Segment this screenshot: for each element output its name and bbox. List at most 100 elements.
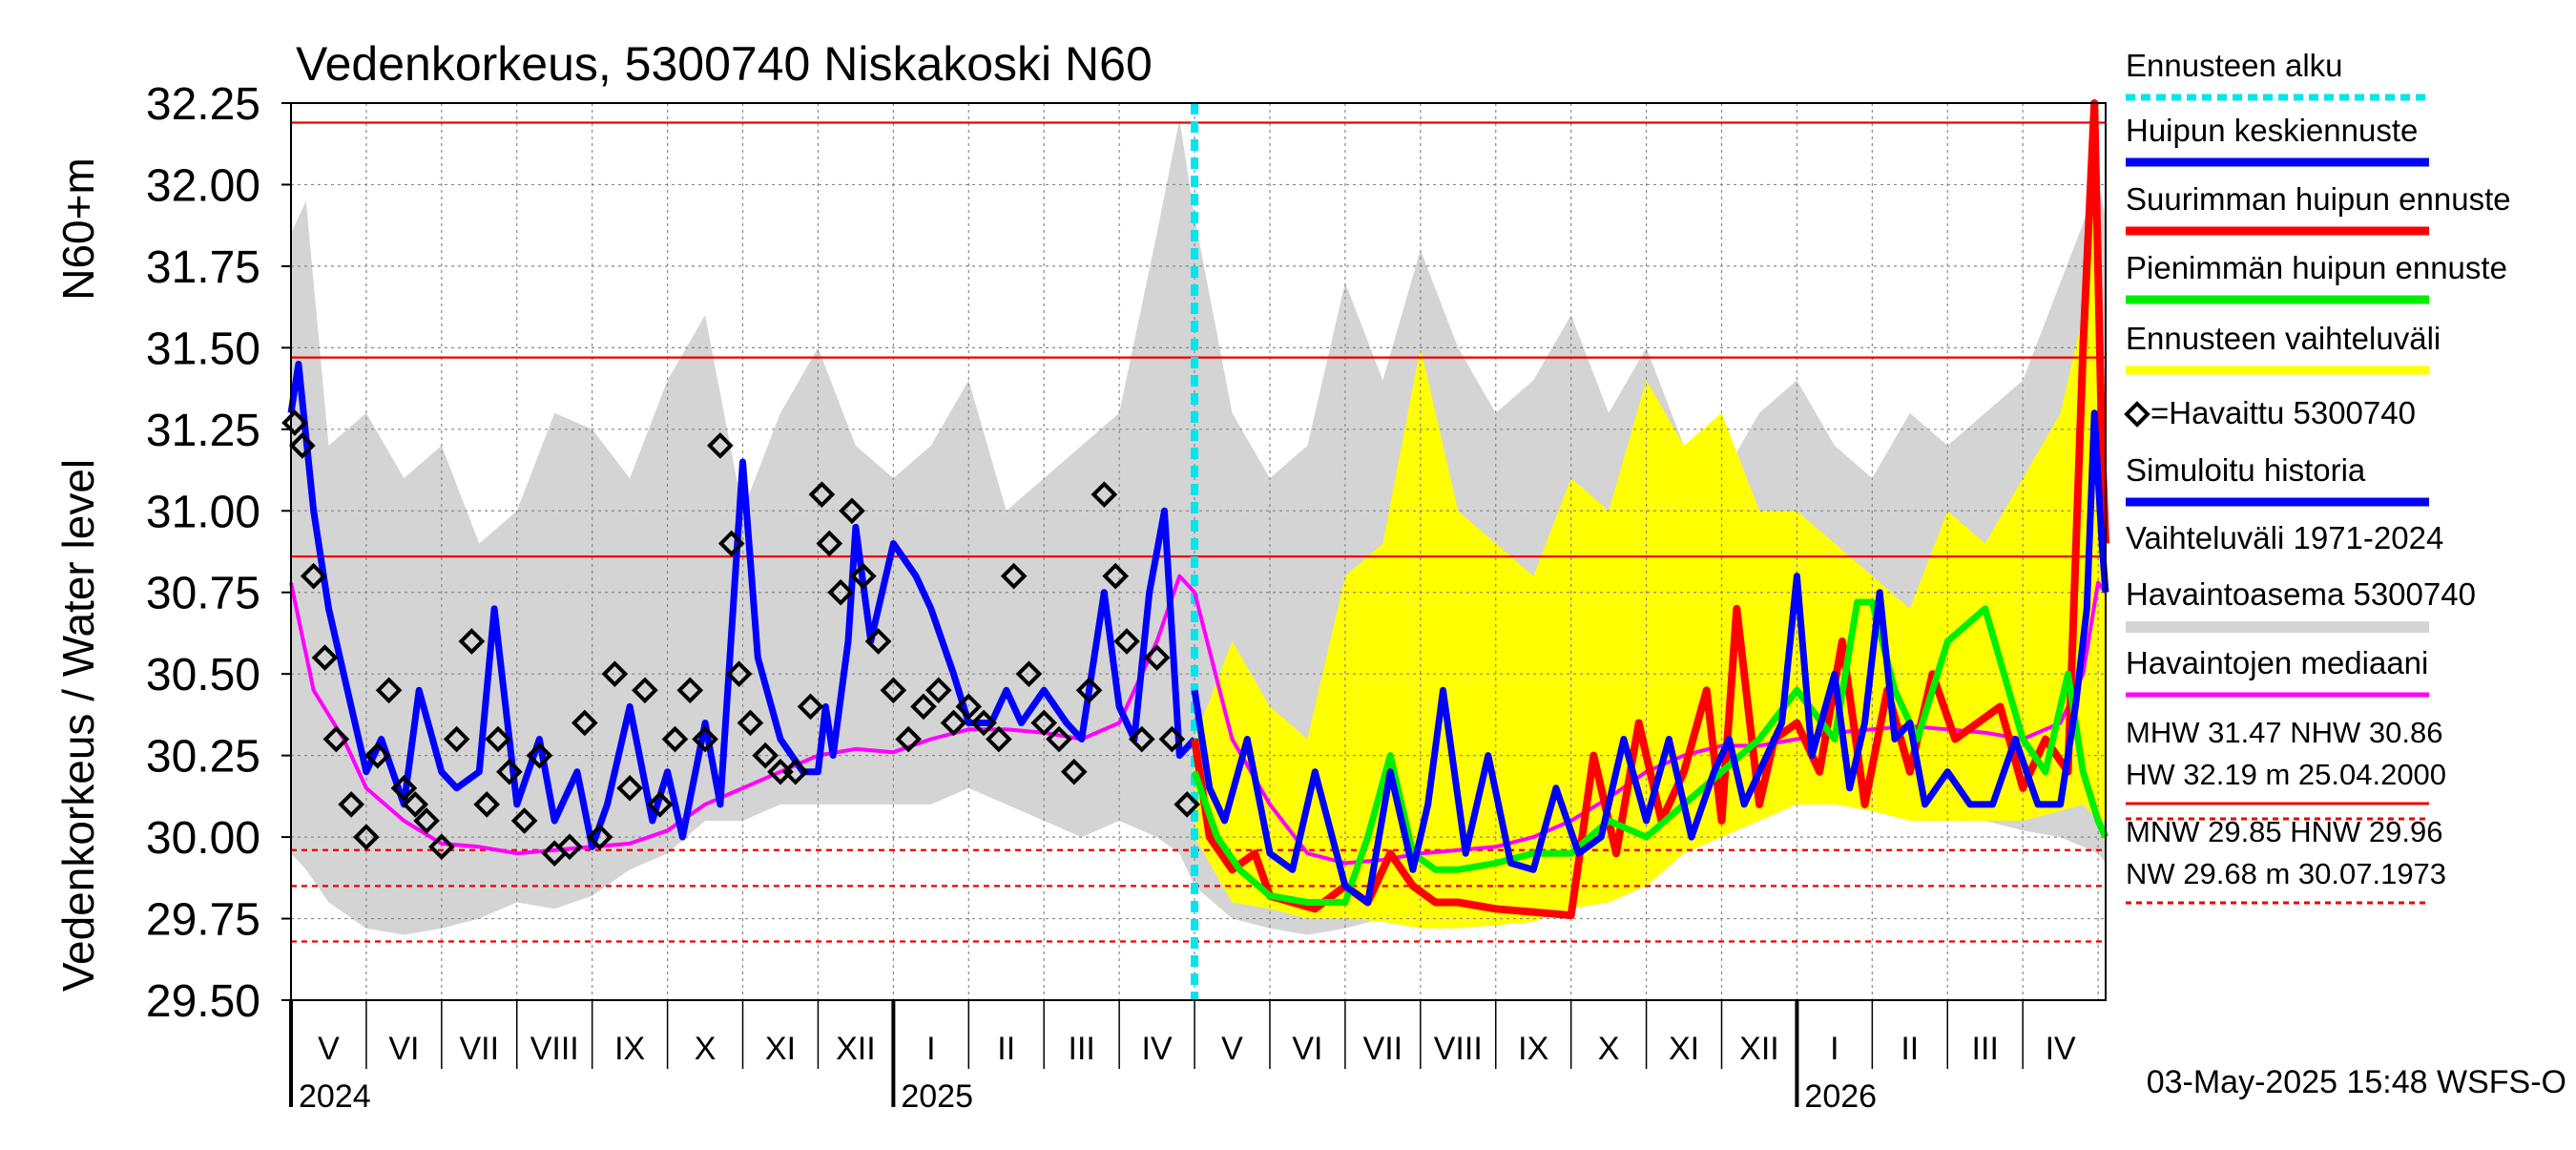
observed-point-46 — [895, 725, 922, 753]
month-label-0: V — [318, 1031, 340, 1067]
observed-point-17 — [496, 758, 523, 785]
observed-point-11 — [413, 807, 440, 834]
y-tick-label-1: 29.75 — [146, 895, 260, 946]
observed-point-55 — [1030, 709, 1058, 737]
legend-label-5: =Havaittu 5300740 — [2150, 395, 2416, 430]
footer-timestamp: 03-May-2025 15:48 WSFS-O — [2147, 1064, 2566, 1100]
observed-point-7 — [364, 742, 391, 769]
observed-point-40 — [816, 530, 843, 557]
observed-point-65 — [1174, 791, 1200, 818]
y-axis-label: Vedenkorkeus / Water level — [53, 459, 103, 992]
observed-point-59 — [1091, 481, 1118, 509]
observed-point-42 — [839, 497, 865, 525]
chart-title: Vedenkorkeus, 5300740 Niskakoski N60 — [296, 37, 1153, 91]
y-tick-label-8: 31.50 — [146, 324, 260, 374]
y-tick-label-3: 30.25 — [146, 732, 260, 783]
y-axis-unit: N60+m — [53, 157, 103, 301]
observed-point-12 — [428, 833, 455, 861]
observed-point-32 — [717, 530, 745, 557]
legend-label-6: Simuloitu historia — [2126, 452, 2366, 488]
observed-point-26 — [632, 677, 658, 704]
series-line-1 — [287, 361, 1197, 850]
month-label-20: I — [1830, 1031, 1839, 1067]
month-label-3: VIII — [530, 1031, 579, 1067]
year-label-2: 2026 — [1804, 1078, 1877, 1115]
legend-stat-line2-0: HW 32.19 m 25.04.2000 — [2126, 758, 2446, 791]
observed-point-50 — [955, 693, 983, 721]
y-tick-label-2: 30.00 — [146, 813, 260, 864]
observed-point-56 — [1046, 725, 1072, 753]
reference-lines-layer — [291, 103, 2106, 1000]
observed-point-22 — [571, 709, 598, 737]
observed-point-23 — [586, 824, 613, 850]
y-tick-label-5: 30.75 — [146, 569, 260, 619]
legend-label-8: Havaintojen mediaani — [2126, 645, 2428, 680]
month-label-22: III — [1972, 1031, 1999, 1067]
month-label-11: IV — [1142, 1031, 1173, 1067]
legend-label-2: Suurimman huipun ennuste — [2126, 181, 2511, 217]
y-tick-label-9: 31.75 — [146, 242, 260, 293]
year-label-0: 2024 — [299, 1078, 371, 1115]
month-label-14: VII — [1363, 1031, 1403, 1067]
observed-point-19 — [526, 742, 553, 769]
legend-label-7: Vaihteluväli 1971-2024 — [2126, 520, 2443, 555]
observed-point-1 — [289, 432, 316, 459]
y-tick-label-6: 31.00 — [146, 487, 260, 537]
observed-point-27 — [646, 791, 674, 818]
series-line-4 — [1191, 409, 2109, 906]
month-label-13: VI — [1292, 1031, 1322, 1067]
observed-point-41 — [827, 578, 854, 606]
month-label-21: II — [1901, 1031, 1919, 1067]
plot-frame — [290, 102, 2107, 1001]
legend-label-7b: Havaintoasema 5300740 — [2126, 576, 2476, 612]
observed-point-31 — [707, 432, 734, 459]
observed-point-45 — [880, 677, 907, 704]
month-label-6: XI — [765, 1031, 796, 1067]
y-tick-label-4: 30.50 — [146, 650, 260, 700]
month-label-5: X — [695, 1031, 717, 1067]
observed-point-38 — [797, 693, 824, 721]
month-label-7: XII — [836, 1031, 876, 1067]
observed-point-63 — [1143, 644, 1171, 671]
observed-point-54 — [1015, 660, 1043, 688]
observed-point-2 — [300, 562, 327, 590]
month-label-19: XII — [1739, 1031, 1779, 1067]
month-label-18: XI — [1669, 1031, 1699, 1067]
observed-point-21 — [556, 833, 583, 861]
observed-point-51 — [970, 709, 997, 737]
observed-point-18 — [510, 807, 538, 834]
observed-point-14 — [458, 628, 486, 655]
observed-point-60 — [1102, 562, 1130, 590]
observed-point-4 — [322, 725, 350, 753]
observed-point-37 — [781, 758, 809, 785]
observed-point-39 — [808, 481, 836, 509]
observed-point-47 — [910, 693, 937, 721]
observation-markers-layer — [281, 409, 1200, 868]
observed-point-6 — [353, 824, 380, 850]
observed-point-44 — [864, 628, 892, 655]
month-label-2: VII — [460, 1031, 500, 1067]
observed-point-64 — [1158, 725, 1186, 753]
observed-point-30 — [692, 725, 718, 753]
observed-point-10 — [402, 791, 429, 818]
observed-point-34 — [737, 709, 764, 737]
observed-point-61 — [1113, 628, 1140, 655]
observed-point-24 — [601, 660, 629, 688]
axes-layer: 29.50 29.75 30.00 30.25 30.50 30.75 31.00 31.25… — [146, 79, 2076, 1115]
legend-marker-5 — [2124, 401, 2150, 428]
observed-point-49 — [940, 709, 967, 737]
legend-stat-line1-1: MNW 29.85 HNW 29.96 — [2126, 815, 2443, 848]
legend-label-4: Ennusteen vaihteluväli — [2126, 321, 2441, 356]
y-tick-label-10: 32.00 — [146, 160, 260, 211]
observed-point-58 — [1075, 677, 1103, 704]
year-label-1: 2025 — [901, 1078, 973, 1115]
y-tick-label-7: 31.25 — [146, 406, 260, 456]
observed-point-35 — [752, 742, 779, 769]
observed-point-8 — [375, 677, 403, 704]
legend-label-1: Huipun keskiennuste — [2126, 113, 2418, 148]
month-label-4: IX — [614, 1031, 645, 1067]
observed-point-5 — [338, 791, 364, 818]
month-label-1: VI — [388, 1031, 419, 1067]
legend-label-3: Pienimmän huipun ennuste — [2126, 250, 2507, 285]
